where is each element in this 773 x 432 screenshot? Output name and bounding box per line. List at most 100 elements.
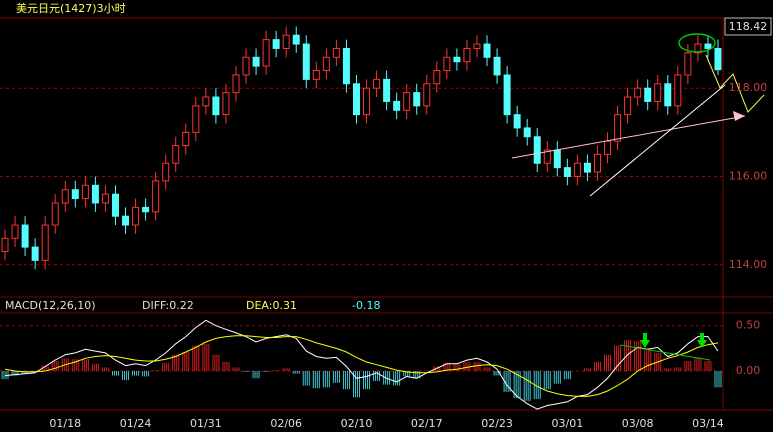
candle-body <box>262 39 270 67</box>
candle-body <box>202 96 210 107</box>
candle-body <box>614 114 622 142</box>
candle-body <box>503 74 511 116</box>
divergence-line <box>619 344 711 361</box>
candle-body <box>393 100 401 111</box>
x-tick-label: 01/18 <box>49 417 81 430</box>
candle-body <box>322 56 330 72</box>
candle-body <box>654 83 662 102</box>
candle-body <box>302 43 310 80</box>
candle-body <box>242 56 250 76</box>
candle-body <box>704 43 712 49</box>
candle-body <box>11 224 19 239</box>
candle-body <box>373 78 381 89</box>
candle-body <box>453 56 461 63</box>
candle-body <box>553 149 561 169</box>
candle-body <box>162 162 170 182</box>
candle-body <box>664 83 672 107</box>
candle-body <box>483 43 491 58</box>
candle-body <box>403 92 411 111</box>
candle-body <box>583 162 591 173</box>
candle-body <box>543 149 551 164</box>
annotations <box>511 33 765 361</box>
arrow-head <box>733 111 745 121</box>
candle-body <box>172 145 180 164</box>
candle-body <box>252 56 260 67</box>
macd-label: -0.18 <box>352 299 380 312</box>
x-tick-label: 02/17 <box>411 417 443 430</box>
candle-body <box>383 78 391 102</box>
candle-body <box>523 127 531 138</box>
candle-body <box>563 167 571 177</box>
candle-body <box>624 96 632 116</box>
candle-body <box>122 215 130 226</box>
highlight-ellipse <box>678 33 716 53</box>
x-tick-label: 01/31 <box>190 417 222 430</box>
candle-body <box>81 184 89 200</box>
candle-body <box>363 87 371 116</box>
candle-body <box>1 237 9 253</box>
dea-label: DEA:0.31 <box>246 299 297 312</box>
candle-body <box>312 70 320 80</box>
y-tick-label: 0.50 <box>736 319 761 332</box>
y-tick-label: 114.00 <box>729 258 768 271</box>
candle-body <box>493 56 501 76</box>
candle-body <box>684 52 692 76</box>
last-price-box <box>724 17 772 36</box>
indicator-line <box>4 319 719 410</box>
trend-line <box>589 84 726 197</box>
candle-body <box>714 47 722 71</box>
candle-body <box>463 47 471 63</box>
candle-body <box>342 47 350 85</box>
candle-body <box>593 153 601 173</box>
candle-body <box>513 114 521 129</box>
candle-body <box>533 136 541 164</box>
candle-body <box>292 34 300 45</box>
candle-body <box>332 47 340 58</box>
candle-body <box>272 39 280 49</box>
macd-title: MACD(12,26,10) <box>5 299 96 312</box>
candle-body <box>222 92 230 116</box>
candle-body <box>192 105 200 133</box>
chart-title: 美元日元(1427)3小时 <box>16 2 126 15</box>
candle-body <box>644 87 652 102</box>
candle-body <box>71 189 79 200</box>
candle-body <box>61 189 69 204</box>
candle-body <box>111 193 119 217</box>
candle-body <box>232 74 240 94</box>
x-tick-label: 02/10 <box>341 417 373 430</box>
candle-body <box>91 184 99 204</box>
candle-body <box>423 83 431 107</box>
candle-body <box>473 43 481 49</box>
candle-body <box>152 180 160 213</box>
trend-line <box>511 115 746 159</box>
x-tick-label: 03/01 <box>552 417 584 430</box>
candle-body <box>443 56 451 72</box>
diff-label: DIFF:0.22 <box>142 299 194 312</box>
candle-body <box>132 206 140 226</box>
candle-body <box>51 202 59 226</box>
candle-body <box>433 70 441 85</box>
x-tick-label: 01/24 <box>120 417 152 430</box>
signal-arrow <box>640 333 650 348</box>
candle-body <box>674 74 682 107</box>
candle-body <box>573 162 581 177</box>
projection-line <box>705 54 765 113</box>
candle-body <box>212 96 220 116</box>
candle-body <box>634 87 642 98</box>
x-tick-label: 03/08 <box>622 417 654 430</box>
candle-body <box>21 224 29 248</box>
candle-body <box>413 92 421 107</box>
y-tick-label: 0.00 <box>736 364 761 377</box>
candle-body <box>182 131 190 147</box>
candle-body <box>41 224 49 261</box>
x-tick-label: 02/23 <box>481 417 513 430</box>
signal-arrow <box>697 333 707 348</box>
candle-body <box>142 206 150 213</box>
candle-body <box>31 246 39 261</box>
y-tick-label: 118.00 <box>729 81 768 94</box>
x-tick-label: 03/14 <box>692 417 724 430</box>
candle-body <box>101 193 109 204</box>
x-tick-label: 02/06 <box>270 417 302 430</box>
candle-body <box>604 140 612 155</box>
